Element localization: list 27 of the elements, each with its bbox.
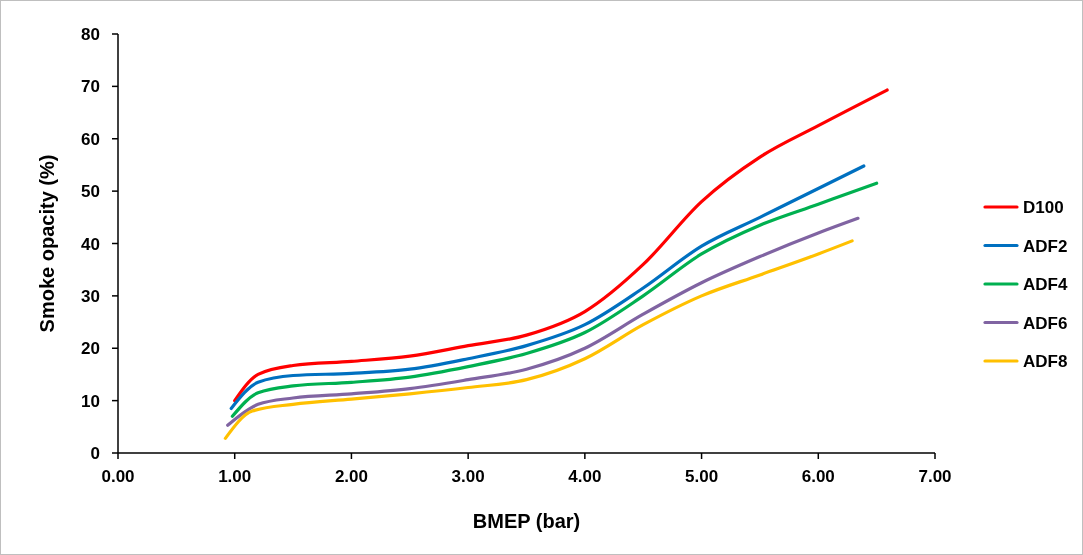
y-tick-label: 70 (81, 77, 100, 97)
y-tick-label: 40 (81, 234, 100, 254)
y-tick-label: 10 (81, 391, 100, 411)
legend-label: ADF6 (1023, 313, 1068, 333)
line-series (233, 88, 889, 403)
y-tick-label: 0 (90, 444, 100, 463)
x-tick-label: 0.00 (101, 467, 135, 486)
x-axis-title: BMEP (bar) (472, 510, 581, 532)
y-axis-title: Smoke opacity (%) (36, 154, 58, 333)
x-tick-label: 6.00 (801, 467, 835, 486)
y-tick-label: 60 (81, 129, 100, 149)
y-tick-label: 20 (81, 339, 100, 359)
legend-label: ADF4 (1023, 275, 1068, 294)
x-tick-label: 3.00 (451, 467, 485, 486)
x-tick-label: 7.00 (918, 467, 952, 486)
x-tick-label: 2.00 (334, 467, 368, 486)
y-tick-label: 80 (81, 25, 100, 44)
x-tick-label: 5.00 (685, 467, 719, 486)
legend-label: ADF8 (1023, 352, 1068, 371)
line-series (223, 239, 854, 440)
legend-label: ADF2 (1023, 236, 1068, 256)
x-tick-label: 4.00 (568, 467, 602, 486)
line-series (226, 216, 860, 427)
y-tick-label: 30 (81, 286, 100, 306)
x-tick-label: 1.00 (218, 467, 252, 486)
legend-label: D100 (1023, 198, 1064, 217)
y-tick-label: 50 (81, 182, 100, 202)
